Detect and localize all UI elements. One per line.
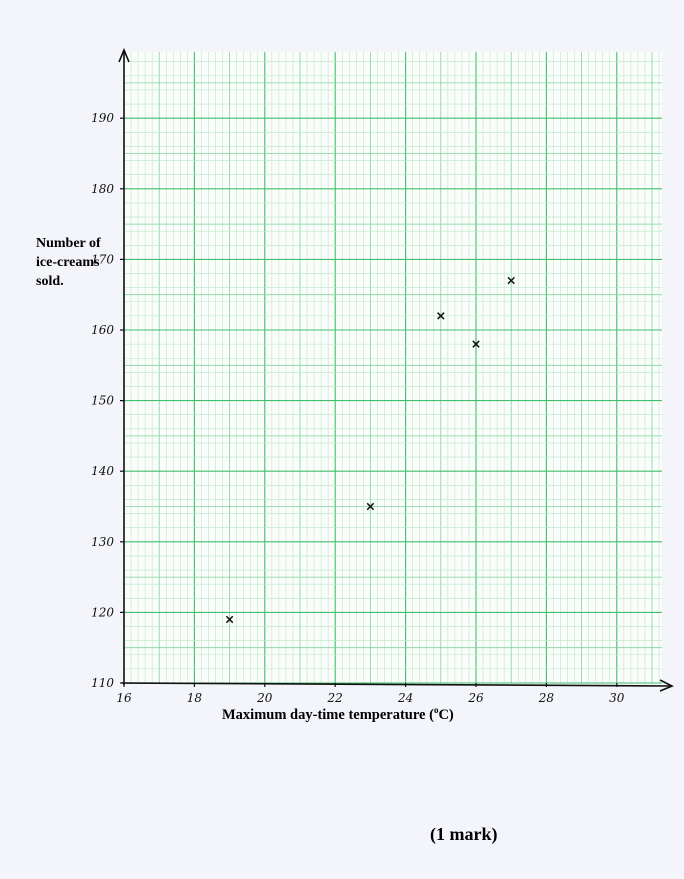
y-tick-label: 140 (91, 464, 114, 478)
tick-labels: 110 120 130 140 150 160 170 180 190 16 18 20 22 24 26 2… (91, 111, 625, 705)
marks-label: (1 mark) (430, 824, 498, 844)
y-tick-label: 120 (91, 605, 114, 619)
y-tick-label: 190 (91, 111, 114, 125)
data-point-stroke (437, 312, 445, 320)
y-tick-label: 150 (91, 394, 114, 408)
data-point-stroke (507, 276, 515, 285)
x-axis-label-prefix: Maximum day-time temperature ( (222, 706, 434, 723)
data-point (366, 502, 375, 511)
x-tick-label: 16 (116, 691, 132, 705)
data-point-stroke (225, 615, 234, 624)
x-tick-label: 18 (187, 691, 203, 705)
x-axis-arrow (659, 679, 674, 692)
x-tick-label: 28 (538, 691, 555, 705)
data-point (225, 615, 234, 624)
y-tick-label: 180 (91, 182, 114, 196)
y-tick-label: 170 (91, 252, 114, 266)
x-tick-label: 22 (327, 691, 343, 705)
x-tick-label: 30 (609, 691, 625, 705)
data-point (507, 276, 515, 285)
y-tick-label: 160 (91, 323, 114, 337)
y-axis-label-line-2: ice-creams (36, 255, 100, 270)
x-tick-label: 26 (467, 691, 484, 705)
x-tick-label: 20 (256, 691, 273, 705)
x-axis-label: Maximum day-time temperature (oC) (222, 705, 454, 724)
axes (118, 47, 674, 692)
y-tick-label: 130 (91, 535, 114, 549)
x-axis-label-degree: o (433, 705, 439, 715)
y-axis-label-line-1: Number of (36, 236, 101, 251)
data-point-stroke (472, 340, 480, 348)
x-axis-label-suffix: C) (438, 706, 454, 723)
y-axis-label-line-3: sold. (36, 274, 64, 289)
y-axis-label: Number of ice-creams sold. (36, 234, 126, 291)
data-point (472, 340, 480, 348)
grid-background (124, 52, 662, 683)
x-tick-label: 24 (397, 691, 413, 705)
y-axis-arrow (118, 47, 130, 63)
data-points (225, 276, 515, 624)
y-tick-label: 110 (91, 676, 114, 690)
x-axis-line (121, 682, 673, 687)
graph-paper-grid (123, 52, 662, 684)
data-point (437, 312, 445, 320)
data-point-stroke (366, 502, 375, 511)
